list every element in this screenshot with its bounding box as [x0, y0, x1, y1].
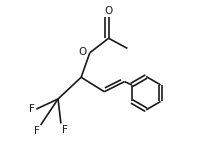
Text: O: O [78, 47, 86, 57]
Text: F: F [29, 104, 35, 114]
Text: F: F [62, 125, 68, 135]
Text: O: O [104, 6, 113, 16]
Text: F: F [34, 126, 40, 136]
